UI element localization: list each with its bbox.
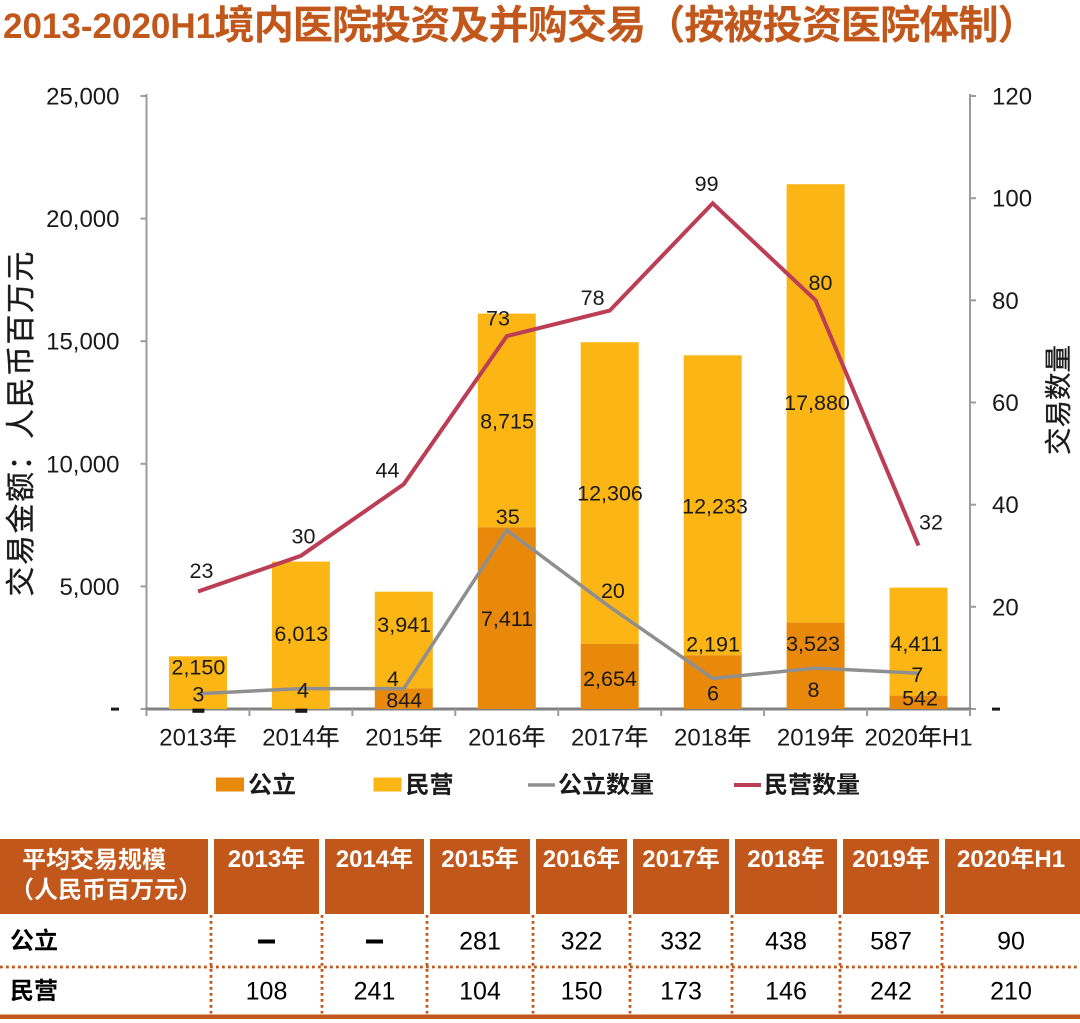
- svg-text:844: 844: [386, 689, 422, 713]
- svg-text:60: 60: [992, 390, 1019, 417]
- svg-text:44: 44: [376, 459, 400, 483]
- svg-text:78: 78: [581, 286, 605, 310]
- svg-text:99: 99: [695, 172, 719, 196]
- svg-text:2020: 2020: [865, 725, 918, 752]
- svg-text:3,523: 3,523: [786, 632, 840, 656]
- svg-text:2014: 2014: [336, 846, 390, 873]
- svg-text:H1: H1: [1034, 846, 1065, 873]
- svg-text:7: 7: [911, 663, 923, 687]
- svg-text:332: 332: [660, 928, 702, 956]
- svg-text:2,150: 2,150: [171, 656, 225, 680]
- svg-text:8: 8: [808, 678, 820, 702]
- svg-text:242: 242: [870, 978, 912, 1006]
- svg-text:10,000: 10,000: [46, 451, 119, 478]
- svg-text:2017: 2017: [642, 846, 695, 873]
- svg-text:104: 104: [459, 978, 501, 1006]
- svg-text:5,000: 5,000: [59, 574, 119, 601]
- svg-text:23: 23: [190, 559, 214, 583]
- svg-text:542: 542: [902, 687, 938, 711]
- svg-text:4: 4: [297, 679, 309, 703]
- svg-text:8,715: 8,715: [480, 410, 534, 434]
- svg-text:20,000: 20,000: [46, 206, 119, 233]
- svg-text:3,941: 3,941: [377, 613, 431, 637]
- svg-text:146: 146: [765, 978, 807, 1006]
- svg-text:80: 80: [992, 288, 1019, 315]
- svg-text:2,654: 2,654: [583, 667, 637, 691]
- svg-text:H1: H1: [942, 725, 973, 752]
- svg-text:73: 73: [486, 307, 510, 331]
- svg-text:2016: 2016: [468, 725, 521, 752]
- svg-text:210: 210: [990, 978, 1032, 1006]
- svg-text:20: 20: [992, 594, 1019, 621]
- svg-text:322: 322: [561, 928, 603, 956]
- svg-text:2013: 2013: [159, 725, 212, 752]
- svg-text:12,306: 12,306: [577, 482, 643, 506]
- svg-text:173: 173: [660, 978, 702, 1006]
- svg-text:438: 438: [765, 928, 807, 956]
- svg-text:40: 40: [992, 492, 1019, 519]
- svg-text:120: 120: [992, 84, 1032, 111]
- svg-text:4: 4: [387, 667, 399, 691]
- svg-text:2019: 2019: [852, 846, 905, 873]
- svg-text:4,411: 4,411: [890, 632, 942, 656]
- svg-text:150: 150: [561, 978, 603, 1006]
- svg-text:20: 20: [601, 579, 625, 603]
- svg-text:80: 80: [809, 271, 833, 295]
- svg-text:2018: 2018: [747, 846, 800, 873]
- svg-text:30: 30: [292, 525, 316, 549]
- svg-text:17,880: 17,880: [784, 391, 850, 415]
- svg-text:108: 108: [246, 978, 288, 1006]
- svg-text:2013: 2013: [228, 846, 281, 873]
- svg-text:2015: 2015: [441, 846, 494, 873]
- svg-text:2,191: 2,191: [686, 633, 740, 657]
- svg-text:2015: 2015: [365, 725, 418, 752]
- svg-text:2013-2020H1: 2013-2020H1: [3, 7, 215, 46]
- svg-text:100: 100: [992, 186, 1032, 213]
- svg-text:7,411: 7,411: [481, 607, 533, 631]
- svg-text:587: 587: [870, 928, 912, 956]
- svg-text:281: 281: [459, 928, 501, 956]
- svg-text:25,000: 25,000: [46, 84, 119, 111]
- svg-text:2019: 2019: [777, 725, 830, 752]
- svg-text:90: 90: [997, 928, 1025, 956]
- svg-text:3: 3: [192, 683, 204, 707]
- svg-text:6,013: 6,013: [274, 622, 328, 646]
- svg-text:12,233: 12,233: [682, 494, 748, 518]
- svg-text:2014: 2014: [262, 725, 315, 752]
- svg-text:15,000: 15,000: [46, 329, 119, 356]
- svg-text:6: 6: [707, 682, 719, 706]
- svg-text:2018: 2018: [674, 725, 727, 752]
- svg-text:32: 32: [919, 511, 943, 535]
- svg-text:2020: 2020: [957, 846, 1010, 873]
- svg-text:2016: 2016: [543, 846, 596, 873]
- svg-text:241: 241: [354, 978, 396, 1006]
- svg-text:2017: 2017: [571, 725, 624, 752]
- svg-text:35: 35: [496, 505, 520, 529]
